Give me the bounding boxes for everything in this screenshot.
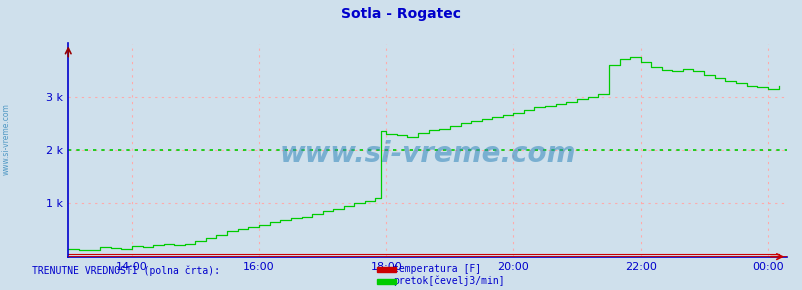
- Text: TRENUTNE VREDNOSTI (polna črta):: TRENUTNE VREDNOSTI (polna črta):: [32, 265, 220, 276]
- Text: Sotla - Rogatec: Sotla - Rogatec: [341, 7, 461, 21]
- Text: www.si-vreme.com: www.si-vreme.com: [2, 103, 11, 175]
- Text: www.si-vreme.com: www.si-vreme.com: [279, 140, 575, 168]
- Text: pretok[čevelj3/min]: pretok[čevelj3/min]: [393, 276, 504, 286]
- Text: temperatura [F]: temperatura [F]: [393, 264, 481, 273]
